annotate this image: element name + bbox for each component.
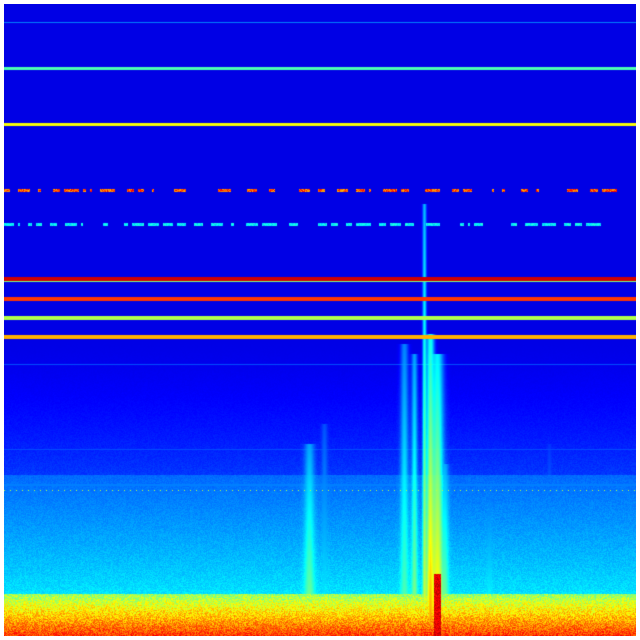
spectrogram-canvas bbox=[4, 4, 636, 636]
